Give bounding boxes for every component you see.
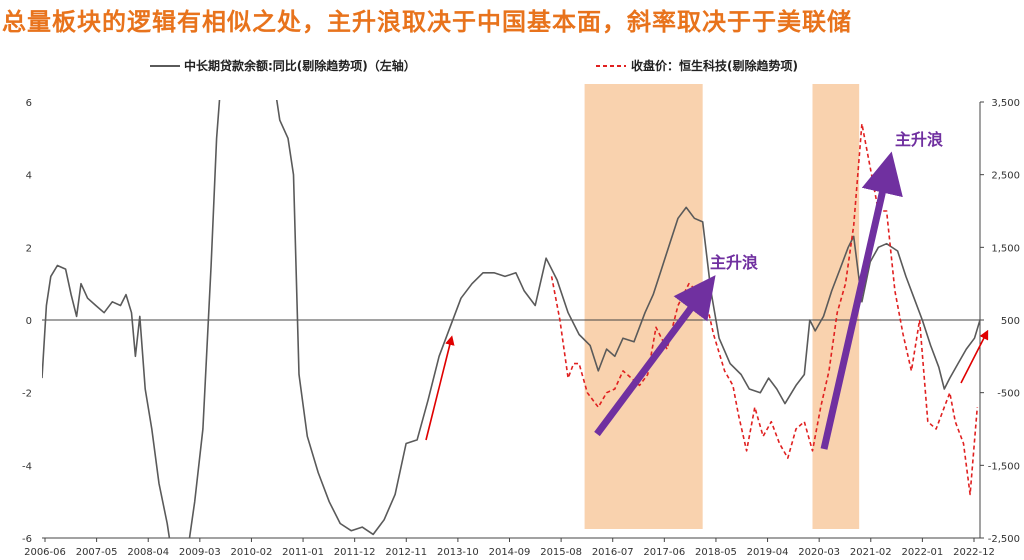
highlight-region-1 xyxy=(584,84,703,529)
x-axis-tick-label: 2011-01 xyxy=(282,547,324,558)
x-axis-tick-label: 2010-02 xyxy=(231,547,273,558)
highlight-region-2 xyxy=(812,84,860,529)
left-axis-tick-label: 0 xyxy=(26,316,32,327)
x-axis-tick-label: 2022-01 xyxy=(901,547,943,558)
right-axis-tick-label: -1,500 xyxy=(988,461,1020,472)
x-axis-tick-label: 2006-06 xyxy=(24,547,66,558)
x-axis-tick-label: 2011-12 xyxy=(334,547,376,558)
left-axis-tick-label: -6 xyxy=(22,534,32,545)
x-axis-tick-label: 2014-09 xyxy=(489,547,531,558)
x-axis-tick-label: 2018-05 xyxy=(695,547,737,558)
right-axis-tick-label: -2,500 xyxy=(988,534,1020,545)
right-axis-tick-label: 3,500 xyxy=(991,98,1020,109)
series-line-hstech-close xyxy=(550,123,979,496)
left-axis-tick-label: 4 xyxy=(26,171,32,182)
left-axis-tick-label: 6 xyxy=(26,98,32,109)
purple-arrow-2 xyxy=(820,151,903,450)
x-axis-tick-label: 2022-12 xyxy=(953,547,995,558)
x-axis-tick-label: 2017-06 xyxy=(643,547,685,558)
x-axis-tick-label: 2013-10 xyxy=(437,547,479,558)
x-axis-tick-label: 2015-08 xyxy=(540,547,582,558)
left-axis-tick-label: 2 xyxy=(26,243,32,254)
annotation-main-wave-2: 主升浪 xyxy=(895,130,943,149)
x-axis-tick-label: 2009-03 xyxy=(179,547,221,558)
x-axis-tick-label: 2020-03 xyxy=(798,547,840,558)
x-axis-tick-label: 2016-07 xyxy=(592,547,634,558)
right-axis-tick-label: 1,500 xyxy=(991,243,1020,254)
right-axis-tick-label: 2,500 xyxy=(991,171,1020,182)
left-axis-tick-label: -4 xyxy=(22,461,32,472)
left-axis-tick-label: -2 xyxy=(22,389,32,400)
purple-arrow-1 xyxy=(594,275,716,437)
x-axis-tick-label: 2008-04 xyxy=(127,547,169,558)
chart-title: 总量板块的逻辑有相似之处，主升浪取决于中国基本面，斜率取决于于美联储 xyxy=(2,8,852,36)
red-arrow-1 xyxy=(425,335,455,441)
legend-label-hstech: 收盘价：恒生科技(剔除趋势项) xyxy=(631,58,798,73)
series-line-loan-yoy xyxy=(42,100,980,538)
x-axis-tick-label: 2021-02 xyxy=(850,547,892,558)
legend-label-loan: 中长期贷款余额:同比(剔除趋势项)（左轴） xyxy=(184,58,416,73)
right-axis-tick-label: 500 xyxy=(1001,316,1020,327)
x-axis-tick-label: 2012-11 xyxy=(385,547,427,558)
x-axis-tick-label: 2007-05 xyxy=(76,547,118,558)
right-axis-tick-label: -500 xyxy=(997,389,1020,400)
annotation-main-wave-1: 主升浪 xyxy=(710,253,758,272)
red-arrow-2 xyxy=(960,329,989,384)
x-axis-tick-label: 2019-04 xyxy=(747,547,789,558)
